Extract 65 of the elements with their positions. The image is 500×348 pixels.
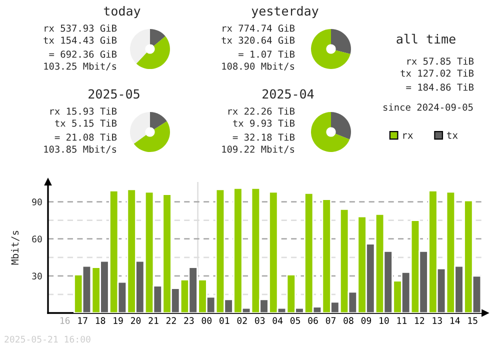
text: since 2024-09-05 bbox=[383, 103, 473, 111]
x-tick-label: 13 bbox=[432, 317, 442, 324]
text: = 32.18 TiB bbox=[232, 133, 295, 141]
text: = 1.07 TiB bbox=[238, 50, 295, 58]
x-tick-label: 00 bbox=[202, 317, 212, 324]
legend-label: rx bbox=[403, 133, 413, 139]
text: rx 15.93 TiB bbox=[50, 107, 117, 115]
text: 103.25 Mbit/s bbox=[44, 62, 116, 71]
text: tx 320.64 GiB bbox=[222, 36, 295, 44]
donut-slice bbox=[331, 29, 351, 54]
x-tick-label: 01 bbox=[220, 317, 230, 324]
text: rx 57.85 TiB bbox=[407, 57, 474, 65]
x-tick-label: 23 bbox=[184, 317, 194, 324]
y-axis-title: Mbit/s bbox=[11, 230, 20, 265]
donut-slice bbox=[311, 29, 350, 69]
donut-slice bbox=[130, 29, 150, 64]
x-tick-label: 08 bbox=[344, 317, 354, 324]
x-tick-label: 07 bbox=[326, 317, 336, 324]
text: rx 537.93 GiB bbox=[44, 24, 117, 32]
x-tick-label: 06 bbox=[308, 317, 318, 324]
x-tick-label: 15 bbox=[468, 317, 478, 324]
y-tick-label: 30 bbox=[32, 272, 42, 280]
y-tick-label: 90 bbox=[32, 198, 42, 206]
x-tick-label: 11 bbox=[397, 317, 406, 324]
text: tx 127.02 TiB bbox=[400, 69, 474, 77]
chart-title: 2025-05 bbox=[88, 89, 140, 99]
text: = 692.36 GiB bbox=[49, 50, 117, 58]
text: tx 5.15 TiB bbox=[55, 119, 117, 127]
chart-title: 2025-04 bbox=[262, 89, 314, 99]
text: rx 774.74 GiB bbox=[222, 24, 295, 32]
text: 108.90 Mbit/s bbox=[222, 62, 294, 71]
x-tick-label: 18 bbox=[96, 317, 106, 324]
x-tick-label: 02 bbox=[237, 317, 247, 324]
x-tick-label: 03 bbox=[255, 317, 265, 324]
x-tick-label: 12 bbox=[415, 317, 424, 324]
text: rx 22.26 TiB bbox=[228, 107, 295, 115]
text: = 21.08 TiB bbox=[54, 133, 117, 141]
x-tick-label: 10 bbox=[380, 317, 389, 324]
donut-slice bbox=[331, 112, 351, 140]
donut-slice bbox=[130, 112, 150, 144]
x-tick-label: 17 bbox=[78, 317, 88, 324]
x-tick-label: 05 bbox=[290, 317, 300, 324]
donut-slice bbox=[150, 112, 167, 130]
y-tick-label: 60 bbox=[32, 236, 42, 242]
text: tx 154.43 GiB bbox=[44, 36, 117, 44]
x-tick-label: 16 bbox=[60, 317, 70, 324]
x-tick-label: 21 bbox=[148, 317, 158, 324]
donut-slice bbox=[311, 112, 350, 152]
chart-title: yesterday bbox=[252, 6, 318, 18]
donut-slice bbox=[136, 36, 170, 69]
chart-title: today bbox=[104, 6, 140, 18]
text: 103.85 Mbit/s bbox=[44, 145, 116, 154]
text: = 184.86 TiB bbox=[406, 83, 474, 91]
text: 109.22 Mbit/s bbox=[222, 145, 294, 154]
x-tick-label: 19 bbox=[114, 317, 123, 324]
x-tick-label: 09 bbox=[361, 317, 372, 324]
x-tick-label: 20 bbox=[130, 317, 141, 324]
x-tick-label: 22 bbox=[166, 317, 176, 324]
donut-slice bbox=[150, 29, 166, 46]
x-tick-label: 14 bbox=[450, 317, 460, 324]
text: tx 9.93 TiB bbox=[233, 119, 295, 127]
text: all time bbox=[396, 34, 456, 44]
donut-slice bbox=[134, 121, 170, 152]
x-tick-label: 04 bbox=[272, 317, 283, 324]
legend-label: tx bbox=[446, 132, 458, 139]
